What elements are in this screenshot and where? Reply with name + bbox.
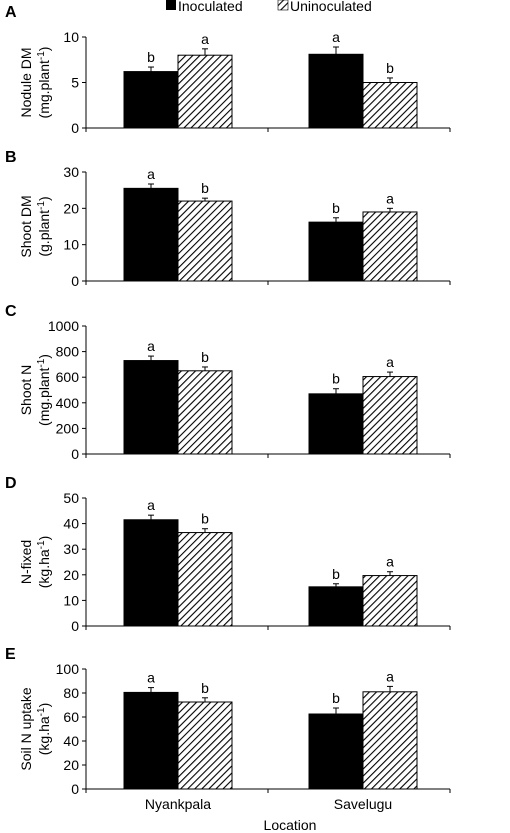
y-tick-label: 1000 [48,318,79,334]
panel-letter: B [5,149,17,166]
y-tick-label: 20 [63,757,79,773]
y-tick-label: 0 [71,446,79,462]
y-axis-label: Soil N uptake [18,687,34,770]
y-axis-unit: (kg.ha-1) [36,536,52,589]
legend-swatch-inoculated [166,0,176,10]
y-tick-label: 30 [63,541,79,557]
y-tick-label: 800 [56,344,80,360]
significance-letter: b [201,680,209,696]
significance-letter: b [386,60,394,76]
y-tick-label: 400 [56,395,80,411]
y-axis-unit: (mg.plant-1) [36,354,52,426]
y-tick-label: 200 [56,420,80,436]
significance-letter: a [147,670,155,686]
significance-letter: a [386,354,394,370]
significance-letter: b [201,180,209,196]
significance-letter: a [386,668,394,684]
y-tick-label: 5 [71,75,79,91]
legend: Inoculated Uninoculated [166,0,372,14]
x-axis-title: Location [264,817,317,833]
panel-c: C 0 200 400 600 800 1000 Shoot N (mg.plant-1) a b b… [5,303,451,462]
bar-inoculated [123,360,179,455]
bar-inoculated [123,187,179,282]
y-axis-label: Shoot DM [18,195,34,257]
y-tick-label: 80 [63,685,79,701]
bar-uninoculated [362,376,418,455]
panel-b: B 0 10 20 30 Shoot DM (g.plant-1) a b b a [5,149,451,289]
y-tick-label: 600 [56,369,80,385]
significance-letter: b [332,690,340,706]
significance-letter: b [201,511,209,527]
y-axis-label: Nodule DM [18,47,34,117]
significance-letter: a [332,29,340,45]
significance-letter: a [147,338,155,354]
bar-uninoculated [362,82,418,129]
y-tick-label: 40 [63,733,79,749]
significance-letter: a [386,190,394,206]
x-category-label-nyankpala: Nyankpala [145,796,211,812]
bar-uninoculated [362,211,418,282]
y-tick-label: 20 [63,567,79,583]
panel-e: E 0 20 40 60 80 100 Soil N uptake (kg.ha-1) a b b a [5,646,451,797]
y-tick-label: 60 [63,709,79,725]
x-category-label-savelugu: Savelugu [334,796,392,812]
panel-d: D 0 10 20 30 40 50 N-fixed (kg.ha-1) a b b a [5,475,451,634]
significance-letter: b [147,49,155,65]
y-tick-label: 10 [63,29,79,45]
bar-uninoculated [177,532,233,627]
panel-letter: C [5,303,17,320]
significance-letter: b [332,371,340,387]
y-tick-label: 0 [71,781,79,797]
panel-letter: E [5,646,16,663]
bar-inoculated [123,519,179,627]
significance-letter: a [147,497,155,513]
significance-letter: b [332,566,340,582]
panel-a: A 0 5 10 Nodule DM (mg.plant-1) b a a b [5,4,451,136]
bar-uninoculated [177,54,233,129]
panel-letter: A [5,4,17,21]
bar-uninoculated [177,370,233,455]
bar-inoculated [308,393,364,455]
bar-inoculated [308,221,364,282]
y-tick-label: 0 [71,120,79,136]
y-tick-label: 40 [63,516,79,532]
y-tick-label: 100 [56,661,80,677]
significance-letter: a [201,31,209,47]
bar-inoculated [308,713,364,790]
y-axis-label: Shoot N [18,365,34,416]
y-tick-label: 30 [63,164,79,180]
y-tick-label: 0 [71,618,79,634]
legend-label-inoculated: Inoculated [178,0,243,14]
bar-uninoculated [177,200,233,282]
significance-letter: a [386,554,394,570]
bar-inoculated [123,691,179,790]
bar-inoculated [308,53,364,129]
y-tick-label: 10 [63,237,79,253]
bar-uninoculated [362,691,418,790]
significance-letter: b [201,349,209,365]
y-axis-unit: (g.plant-1) [36,196,52,256]
panel-letter: D [5,475,17,492]
legend-swatch-uninoculated [277,0,289,11]
y-axis-unit: (mg.plant-1) [36,47,52,119]
bar-uninoculated [177,701,233,790]
y-axis-label: N-fixed [18,540,34,584]
y-tick-label: 20 [63,200,79,216]
bar-uninoculated [362,575,418,627]
y-axis-unit: (kg.ha-1) [36,703,52,756]
significance-letter: a [147,166,155,182]
y-tick-label: 50 [63,490,79,506]
y-tick-label: 0 [71,273,79,289]
y-tick-label: 10 [63,592,79,608]
bar-inoculated [308,586,364,627]
significance-letter: b [332,200,340,216]
bar-inoculated [123,71,179,129]
legend-label-uninoculated: Uninoculated [290,0,372,14]
